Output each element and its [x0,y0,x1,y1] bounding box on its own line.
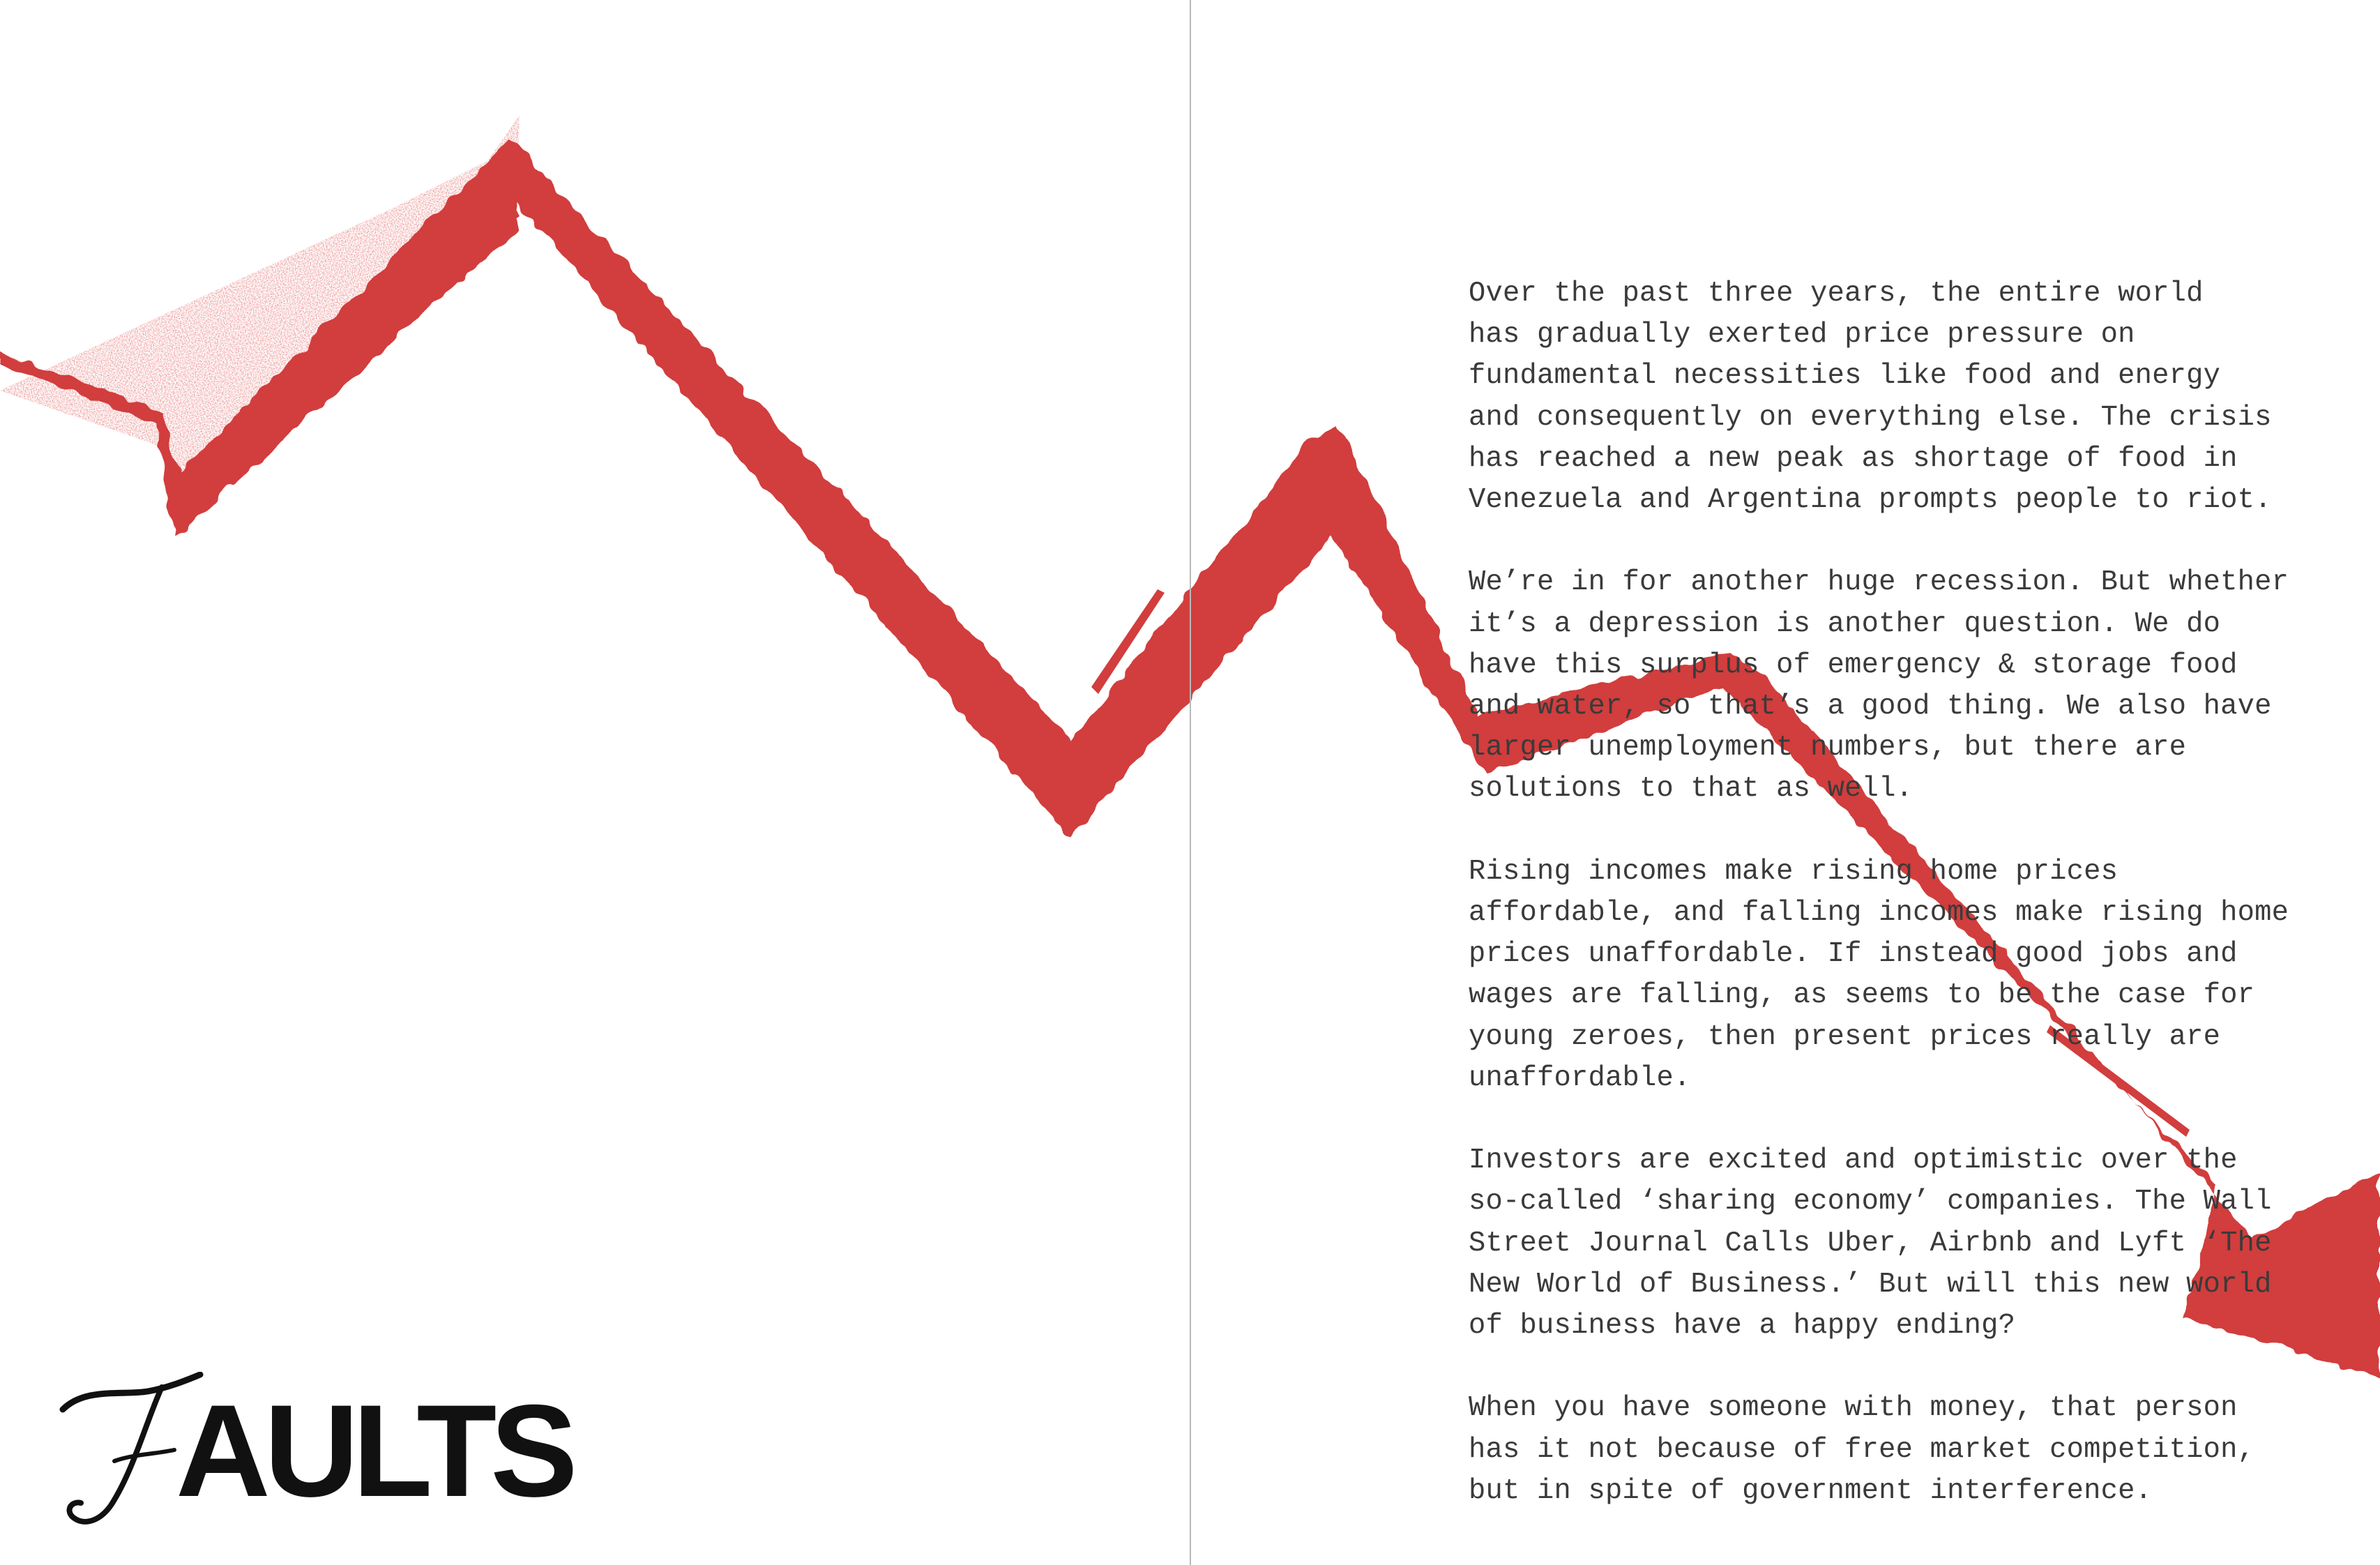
spread-gutter-divider [1190,0,1191,1565]
article-line: and water, so that’s a good thing. We al… [1469,690,2272,723]
article-line: has gradually exerted price pressure on [1469,319,2135,351]
article-line: Over the past three years, the entire wo… [1469,278,2204,310]
article-line: wages are falling, as seems to be the ca… [1469,979,2255,1012]
article-line: it’s a depression is another question. W… [1469,607,2221,640]
article-line: unaffordable. [1469,1061,1691,1094]
article-line: We’re in for another huge recession. But… [1469,566,2289,599]
article-line: affordable, and falling incomes make ris… [1469,897,2289,930]
article-line: has reached a new peak as shortage of fo… [1469,442,2238,475]
article-line: so-called ‘sharing economy’ companies. T… [1469,1186,2272,1218]
article-line: of business have a happy ending? [1469,1310,2016,1343]
logo-wordmark: AULTS [176,1377,578,1524]
arrow-wisp-3 [328,209,520,349]
article-line: young zeroes, then present prices really… [1469,1020,2221,1053]
faults-logo: F AULTS [57,1372,578,1525]
article-line: When you have someone with money, that p… [1469,1392,2238,1425]
article-paragraph: We’re in for another huge recession. But… [1469,562,2347,810]
article-paragraph: Rising incomes make rising home prices af… [1469,852,2347,1099]
arrow-brush-stroke [0,115,2380,1377]
article-line: Rising incomes make rising home prices [1469,855,2118,888]
article-line: and consequently on everything else. The… [1469,401,2272,434]
article-line: larger unemployment numbers, but there a… [1469,732,2187,764]
article-line: Venezuela and Argentina prompts people t… [1469,484,2272,517]
article-paragraph: When you have someone with money, that p… [1469,1388,2347,1512]
article-line: Investors are excited and optimistic ove… [1469,1144,2238,1177]
article-paragraph: Investors are excited and optimistic ove… [1469,1140,2347,1347]
article-line: have this surplus of emergency & storage… [1469,649,2238,681]
article-line: prices unaffordable. If instead good job… [1469,938,2238,971]
article-paragraph: Over the past three years, the entire wo… [1469,273,2347,521]
arrow-wisp-1 [1091,589,1165,694]
article-line: fundamental necessities like food and en… [1469,360,2221,393]
arrow-dry-brush-segment [0,115,520,530]
article-line: has it not because of free market compet… [1469,1433,2255,1466]
article-line: New World of Business.’ But will this ne… [1469,1268,2272,1301]
article-line: but in spite of government interference. [1469,1474,2153,1507]
arrow-wisp-2 [2047,1025,2190,1137]
logo-script-f-glyph [59,1372,204,1525]
article-line: solutions to that as well. [1469,773,1913,806]
article-line: Street Journal Calls Uber, Airbnb and Ly… [1469,1227,2272,1260]
article-body: Over the past three years, the entire wo… [1469,273,2347,1553]
